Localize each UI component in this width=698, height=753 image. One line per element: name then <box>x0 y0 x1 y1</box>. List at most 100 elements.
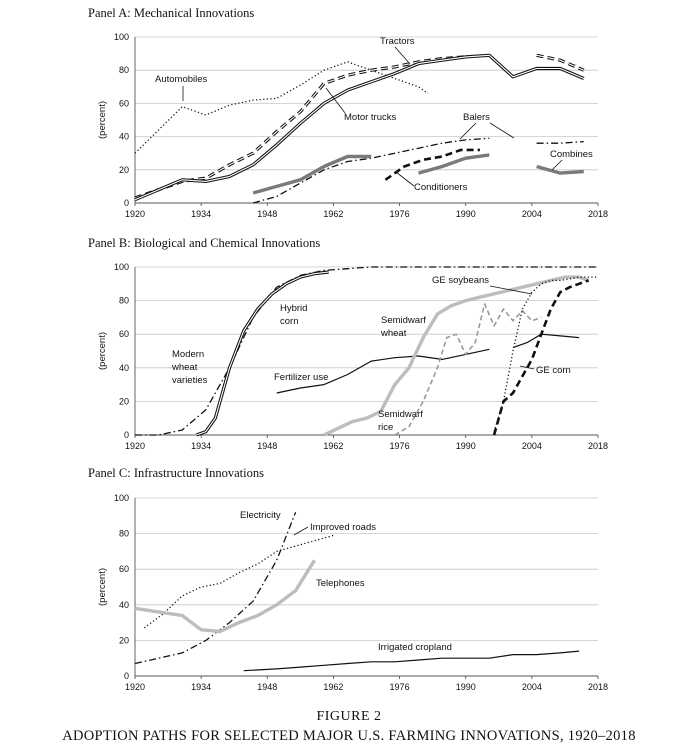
y-tick-label: 100 <box>114 262 129 272</box>
x-tick-label: 1990 <box>456 682 476 692</box>
series-line-conditioners <box>384 148 480 181</box>
label-tractors: Tractors <box>380 36 415 47</box>
label-ge-soybeans: GE soybeans <box>432 275 489 286</box>
series-line-ge-corn <box>492 279 590 436</box>
x-tick-label: 1990 <box>456 441 476 451</box>
x-tick-label: 2004 <box>522 682 542 692</box>
leader-improved-roads <box>293 526 309 536</box>
series-line-electricity <box>134 511 297 665</box>
y-tick-label: 80 <box>119 296 129 306</box>
figure-title: ADOPTION PATHS FOR SELECTED MAJOR U.S. F… <box>62 728 636 744</box>
series-line-semidwarf-rice <box>394 303 542 436</box>
y-tick-label: 20 <box>119 635 129 645</box>
x-tick-label: 1934 <box>191 441 211 451</box>
series-line-combines <box>418 153 490 175</box>
label-improved-roads: Improved roads <box>310 522 376 533</box>
x-tick-label: 1934 <box>191 682 211 692</box>
y-axis-label: (percent) <box>97 568 108 606</box>
x-tick-label: 2018 <box>588 441 608 451</box>
x-tick-label: 1934 <box>191 209 211 219</box>
series-line-automobiles <box>134 61 429 154</box>
label-automobiles: Automobiles <box>155 74 208 85</box>
leader-motor-trucks <box>325 87 346 114</box>
series-line-combines <box>536 164 584 175</box>
y-tick-label: 20 <box>119 165 129 175</box>
y-tick-label: 0 <box>124 198 129 208</box>
label-irrigated-cropland: Irrigated cropland <box>378 642 452 653</box>
x-tick-label: 1990 <box>456 209 476 219</box>
series-line-ge-soybeans <box>493 276 598 432</box>
y-tick-label: 40 <box>119 132 129 142</box>
label-fertilizer-use: Fertilizer use <box>274 372 328 383</box>
y-tick-label: 60 <box>119 329 129 339</box>
x-tick-label: 2004 <box>522 441 542 451</box>
x-tick-label: 1920 <box>125 441 145 451</box>
label-modern-wheat-2: wheat <box>171 362 198 373</box>
series-line-motor-trucks-inner <box>134 54 585 201</box>
panel-c-title: Panel C: Infrastructure Innovations <box>88 466 264 480</box>
series-line-fertilizer-use <box>276 348 490 394</box>
y-tick-label: 80 <box>119 529 129 539</box>
x-tick-label: 1920 <box>125 682 145 692</box>
series-line-combines <box>252 154 372 195</box>
panel-a-title: Panel A: Mechanical Innovations <box>88 6 254 20</box>
label-semidwarf-wheat-1: Semidwarf <box>381 315 426 326</box>
label-telephones: Telephones <box>316 578 365 589</box>
leader-conditioners <box>395 171 415 187</box>
x-tick-label: 1948 <box>257 441 277 451</box>
x-tick-label: 1948 <box>257 209 277 219</box>
x-tick-label: 1948 <box>257 682 277 692</box>
label-conditioners: Conditioners <box>414 182 468 193</box>
x-tick-label: 1976 <box>390 209 410 219</box>
series-line-modern-wheat-varieties <box>135 266 598 436</box>
label-semidwarf-rice-2: rice <box>378 422 393 433</box>
series-line-telephones <box>134 559 316 634</box>
series-line-balers <box>252 137 490 204</box>
label-motor-trucks: Motor trucks <box>344 112 397 123</box>
panel-b: Panel B: Biological and Chemical Innovat… <box>88 236 608 451</box>
series-line-hybrid-corn <box>195 270 329 437</box>
leader-balers-2 <box>489 122 515 139</box>
figure-label: FIGURE 2 <box>316 709 382 724</box>
label-modern-wheat-1: Modern <box>172 349 204 360</box>
panel-b-title: Panel B: Biological and Chemical Innovat… <box>88 236 320 250</box>
y-tick-label: 100 <box>114 493 129 503</box>
label-semidwarf-rice-1: Semidwarf <box>378 409 423 420</box>
y-tick-label: 60 <box>119 98 129 108</box>
panel-c: Panel C: Infrastructure Innovations 0 20 4… <box>88 466 608 692</box>
series-line-improved-roads <box>144 534 334 629</box>
series-line-series-7 <box>512 333 580 349</box>
leader-ge-corn <box>519 365 535 370</box>
x-tick-label: 1962 <box>323 682 343 692</box>
label-hybrid-corn-1: Hybrid <box>280 303 307 314</box>
leader-ge-soybeans <box>489 285 533 295</box>
y-tick-label: 100 <box>114 32 129 42</box>
label-balers: Balers <box>463 112 490 123</box>
series-line-irrigated-cropland <box>243 650 580 672</box>
series-line-semidwarf-wheat <box>323 275 590 437</box>
leader-combines <box>551 159 563 171</box>
leader-balers <box>459 122 477 140</box>
label-combines: Combines <box>550 149 593 160</box>
y-axis-label: (percent) <box>97 332 108 370</box>
series-line-tractors-inner <box>536 54 585 71</box>
x-tick-label: 2018 <box>588 682 608 692</box>
label-electricity: Electricity <box>240 510 281 521</box>
panel-a: Panel A: Mechanical Innovations 0 20 40 60 8… <box>88 6 608 219</box>
series-line-hybrid-corn-inner <box>196 271 329 436</box>
y-tick-label: 60 <box>119 564 129 574</box>
y-tick-label: 20 <box>119 396 129 406</box>
label-hybrid-corn-2: corn <box>280 316 298 327</box>
x-tick-label: 1976 <box>390 441 410 451</box>
y-tick-label: 40 <box>119 363 129 373</box>
y-tick-label: 0 <box>124 671 129 681</box>
label-modern-wheat-3: varieties <box>172 375 208 386</box>
x-tick-label: 1962 <box>323 209 343 219</box>
leader-tractors <box>394 46 411 65</box>
label-ge-corn: GE corn <box>536 365 571 376</box>
x-tick-label: 1920 <box>125 209 145 219</box>
series-line-balers <box>536 140 584 144</box>
x-tick-label: 2004 <box>522 209 542 219</box>
x-tick-label: 1962 <box>323 441 343 451</box>
